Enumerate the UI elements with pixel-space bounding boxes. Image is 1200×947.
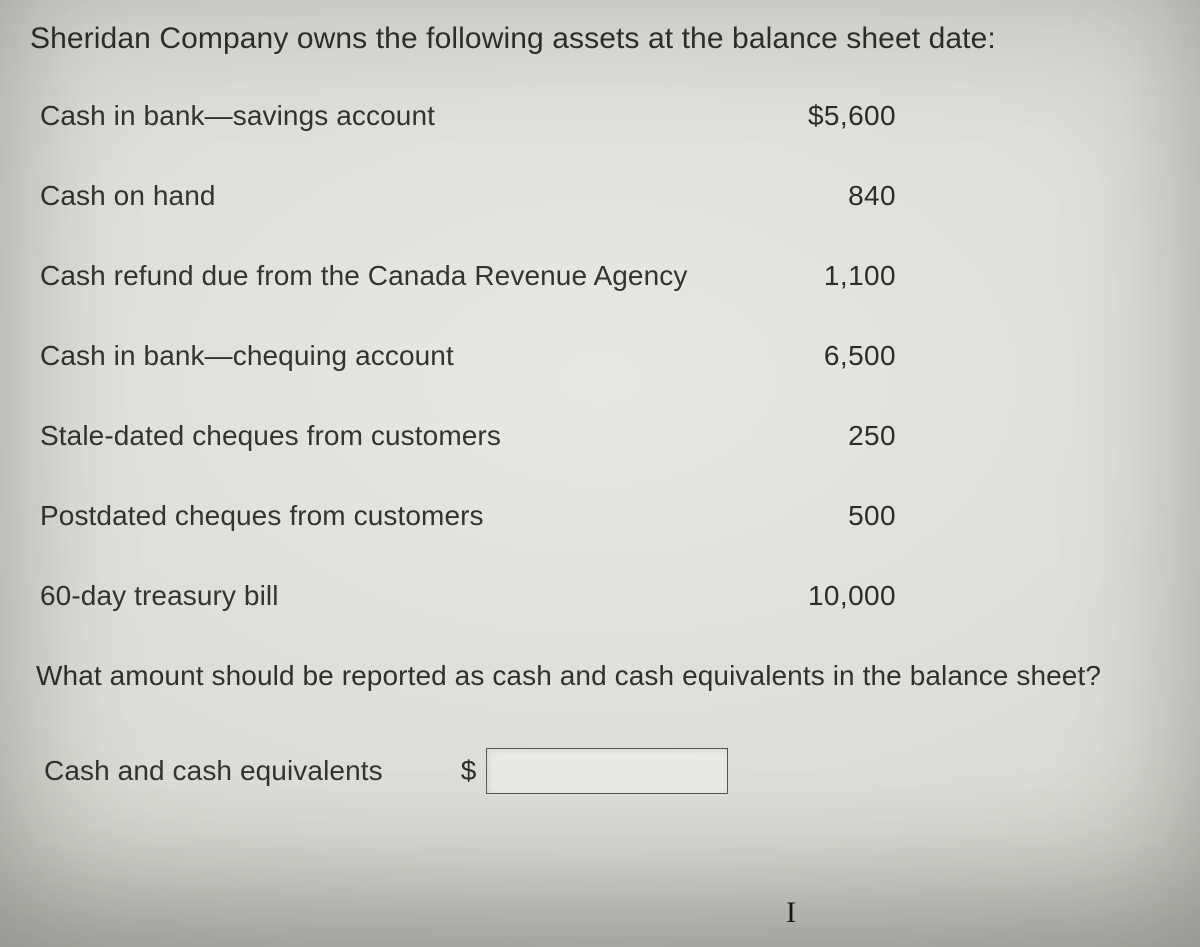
asset-label: Cash on hand bbox=[40, 180, 216, 212]
asset-value: $5,600 bbox=[766, 100, 896, 132]
asset-value: 6,500 bbox=[766, 340, 896, 372]
answer-label: Cash and cash equivalents bbox=[44, 755, 383, 787]
answer-row: Cash and cash equivalents $ bbox=[44, 748, 1170, 794]
cash-equivalents-input[interactable] bbox=[486, 748, 728, 794]
currency-symbol: $ bbox=[461, 755, 477, 787]
asset-row: 60-day treasury bill 10,000 bbox=[40, 580, 1170, 612]
asset-row: Cash refund due from the Canada Revenue … bbox=[40, 260, 1170, 292]
asset-row: Cash on hand 840 bbox=[40, 180, 1170, 212]
asset-label: 60-day treasury bill bbox=[40, 580, 279, 612]
asset-value: 500 bbox=[766, 500, 896, 532]
asset-value: 10,000 bbox=[766, 580, 896, 612]
page-heading: Sheridan Company owns the following asse… bbox=[30, 22, 1170, 56]
asset-label: Cash in bank—savings account bbox=[40, 100, 435, 132]
asset-row: Stale-dated cheques from customers 250 bbox=[40, 420, 1170, 452]
asset-label: Stale-dated cheques from customers bbox=[40, 420, 501, 452]
asset-value: 840 bbox=[766, 180, 896, 212]
text-cursor-icon: I bbox=[786, 896, 796, 930]
question-text: What amount should be reported as cash a… bbox=[36, 660, 1170, 692]
asset-value: 250 bbox=[766, 420, 896, 452]
asset-label: Cash refund due from the Canada Revenue … bbox=[40, 260, 687, 292]
asset-row: Postdated cheques from customers 500 bbox=[40, 500, 1170, 532]
asset-label: Postdated cheques from customers bbox=[40, 500, 484, 532]
assets-list: Cash in bank—savings account $5,600 Cash o… bbox=[30, 100, 1170, 612]
asset-value: 1,100 bbox=[766, 260, 896, 292]
asset-row: Cash in bank—chequing account 6,500 bbox=[40, 340, 1170, 372]
asset-label: Cash in bank—chequing account bbox=[40, 340, 454, 372]
asset-row: Cash in bank—savings account $5,600 bbox=[40, 100, 1170, 132]
